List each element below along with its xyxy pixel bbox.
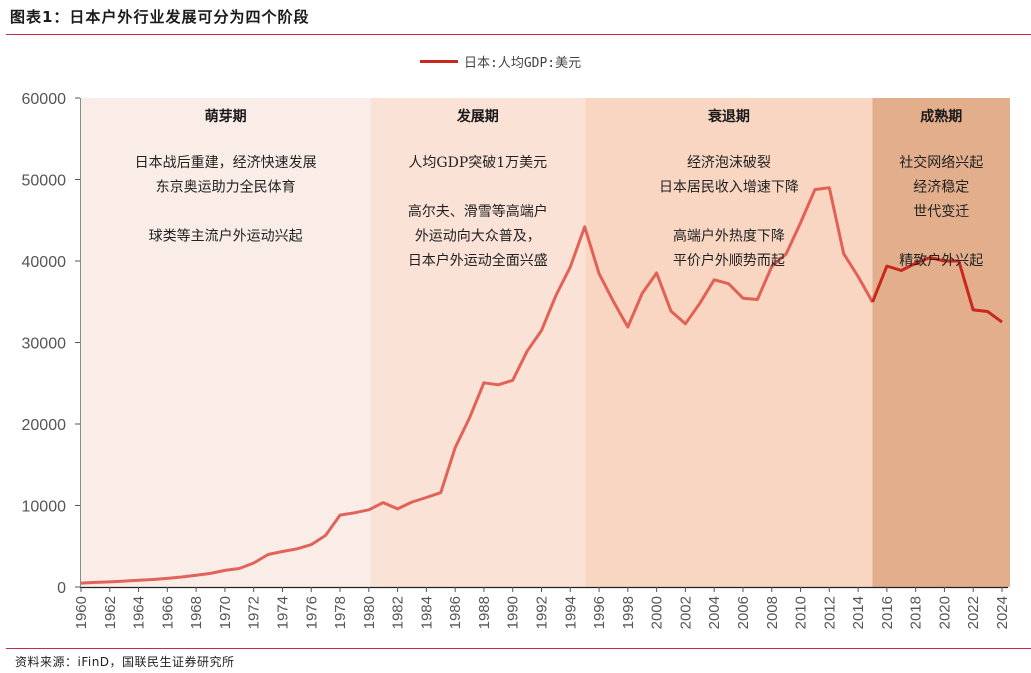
x-tick-label: 1960 [73,596,90,629]
phase-description: 世代变迁 [913,204,969,220]
y-tick-label: 30000 [22,336,67,353]
y-tick-label: 40000 [22,254,67,271]
x-tick-label: 1976 [303,596,320,629]
x-tick-label: 1982 [390,596,407,629]
gdp-line-segment [871,256,1003,324]
phase-title: 发展期 [456,108,499,125]
x-tick-label: 1970 [217,596,234,629]
phase-band [585,98,873,587]
phase-band [81,98,371,587]
x-tick-label: 2006 [735,596,752,629]
x-tick-label: 1972 [246,596,263,629]
phase-band [370,98,586,587]
chart-title: 图表1：日本户外行业发展可分为四个阶段 [10,8,310,26]
x-tick-label: 2002 [677,596,694,629]
phase-description: 经济稳定 [913,180,969,196]
phase-description: 精致户外兴起 [899,252,983,269]
phase-title: 成熟期 [920,108,962,125]
line-chart: 0 10000 20000 30000 40000 50000 60000 1960 1962 1… [22,91,1012,629]
phase-description: 外运动向大众普及， [415,229,541,245]
y-tick-label: 50000 [22,173,67,190]
x-tick-label: 2008 [764,596,781,629]
phase-description: 日本战后重建，经济快速发展 [135,155,317,171]
x-tick-label: 1966 [159,596,176,629]
legend: 日本:人均GDP:美元 [420,52,581,71]
x-tick-label: 1978 [332,596,349,629]
legend-line-swatch [420,60,458,63]
y-tick-label: 10000 [22,499,67,516]
phase-description: 社交网络兴起 [899,154,983,171]
phase-description: 日本居民收入增速下降 [659,180,799,196]
gdp-line-segment [80,186,874,585]
y-tick-label: 0 [57,580,66,597]
source-note: 资料来源：iFinD，国联民生证券研究所 [15,655,235,669]
y-tick-label: 60000 [22,91,67,108]
x-tick-label: 1968 [188,596,205,629]
x-tick-label: 2022 [965,596,982,629]
x-tick-label: 1994 [562,596,579,629]
legend-label: 日本:人均GDP:美元 [464,56,582,71]
phase-description: 球类等主流户外运动兴起 [149,228,303,245]
phase-description: 人均GDP突破1万美元 [408,155,547,171]
x-tick-label: 1962 [102,596,119,629]
x-tick-label: 1986 [447,596,464,629]
phase-description: 东京奥运助力全民体育 [156,179,296,196]
phase-description: 平价户外顺势而起 [673,252,785,269]
x-tick-label: 2016 [879,596,896,629]
x-tick-label: 1974 [274,596,291,629]
phase-description: 日本户外运动全面兴盛 [408,252,548,269]
x-tick-label: 2010 [793,596,810,629]
phase-band [872,98,1010,587]
phase-description: 高端户外热度下降 [673,228,785,245]
phase-description: 高尔夫、滑雪等高端户 [408,203,548,220]
x-tick-label: 2000 [649,596,666,629]
x-tick-label: 2004 [706,596,723,629]
phase-bands [81,98,1010,587]
x-tick-label: 1990 [505,596,522,629]
x-tick-label: 2018 [908,596,925,629]
x-tick-label: 2014 [850,596,867,629]
x-tick-label: 1964 [131,596,148,629]
top-divider [6,34,1031,35]
x-tick-label: 2024 [994,596,1011,629]
x-tick-label: 1980 [361,596,378,629]
x-tick-label: 1992 [534,596,551,629]
axes: 0 10000 20000 30000 40000 50000 60000 1960 1962 1… [22,91,1012,629]
y-tick-label: 20000 [22,417,67,434]
bottom-divider [6,648,1031,649]
x-tick-label: 1998 [620,596,637,629]
gdp-line [80,186,1003,585]
x-tick-label: 1996 [591,596,608,629]
x-tick-label: 1988 [476,596,493,629]
x-tick-label: 1984 [418,596,435,629]
x-tick-label: 2012 [821,596,838,629]
phase-title: 萌芽期 [205,108,247,125]
phase-title: 衰退期 [707,108,750,125]
x-tick-label: 2020 [936,596,953,629]
phase-description: 经济泡沫破裂 [687,155,771,171]
